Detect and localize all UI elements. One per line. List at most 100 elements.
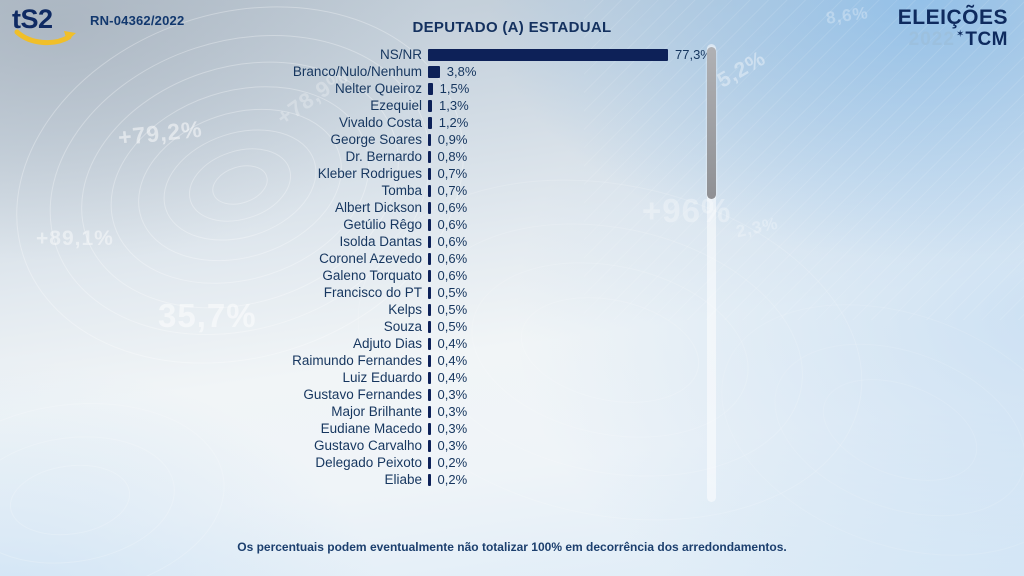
rounding-footnote: Os percentuais podem eventualmente não t… xyxy=(237,540,787,554)
chart-row: Francisco do PT 0,5% xyxy=(0,284,1024,301)
chart-row: Coronel Azevedo 0,6% xyxy=(0,250,1024,267)
chart-row: Eliabe 0,2% xyxy=(0,471,1024,488)
bar xyxy=(428,320,431,333)
value-label: 0,9% xyxy=(437,132,468,147)
bar xyxy=(428,269,431,282)
candidate-label: Isolda Dantas xyxy=(339,234,422,249)
candidate-label: Luiz Eduardo xyxy=(342,370,422,385)
candidate-label: Delegado Peixoto xyxy=(315,455,422,470)
page-title: DEPUTADO (A) ESTADUAL xyxy=(412,19,612,36)
chart-row: Isolda Dantas 0,6% xyxy=(0,233,1024,250)
value-label: 0,6% xyxy=(437,268,468,283)
chart-row: Kelps 0,5% xyxy=(0,301,1024,318)
candidate-label: Eliabe xyxy=(384,472,422,487)
candidate-label: Eudiane Macedo xyxy=(320,421,422,436)
chart-row: Ezequiel 1,3% xyxy=(0,97,1024,114)
brand-year-org: 2022✶TCM xyxy=(898,29,1008,50)
bar xyxy=(428,218,431,231)
candidate-label: Adjuto Dias xyxy=(352,336,422,351)
value-label: 0,6% xyxy=(437,217,468,232)
candidate-label: George Soares xyxy=(330,132,422,147)
results-bar-chart: NS/NR 77,3% Branco/Nulo/Nenhum 3,8% Nelter Q… xyxy=(0,46,1024,488)
chart-row: Getúlio Rêgo 0,6% xyxy=(0,216,1024,233)
value-label: 0,7% xyxy=(437,166,468,181)
chart-row: NS/NR 77,3% xyxy=(0,46,1024,63)
bar xyxy=(428,405,431,418)
chart-row: Souza 0,5% xyxy=(0,318,1024,335)
value-label: 77,3% xyxy=(675,47,712,62)
value-label: 0,4% xyxy=(437,353,468,368)
candidate-label: Galeno Torquato xyxy=(322,268,422,283)
value-label: 0,5% xyxy=(437,319,468,334)
bar xyxy=(428,286,431,299)
candidate-label: Getúlio Rêgo xyxy=(343,217,422,232)
candidate-label: Ezequiel xyxy=(370,98,422,113)
value-label: 0,3% xyxy=(437,421,468,436)
chart-row: Adjuto Dias 0,4% xyxy=(0,335,1024,352)
candidate-label: Souza xyxy=(383,319,422,334)
bar xyxy=(428,82,433,95)
candidate-label: Kelps xyxy=(388,302,422,317)
value-label: 0,2% xyxy=(437,472,468,487)
value-label: 0,8% xyxy=(437,149,468,164)
bar xyxy=(428,303,431,316)
candidate-label: Vivaldo Costa xyxy=(338,115,422,130)
candidate-label: Gustavo Fernandes xyxy=(303,387,422,402)
bar xyxy=(428,167,431,180)
bar xyxy=(428,371,431,384)
value-label: 0,3% xyxy=(437,438,468,453)
bar xyxy=(428,150,431,163)
ts2-logo-text: tS2 xyxy=(12,4,53,34)
ts2-station-logo: tS2 xyxy=(12,4,78,46)
candidate-label: Francisco do PT xyxy=(323,285,422,300)
chart-row: Delegado Peixoto 0,2% xyxy=(0,454,1024,471)
chart-row: Gustavo Fernandes 0,3% xyxy=(0,386,1024,403)
value-label: 0,7% xyxy=(437,183,468,198)
star-icon: ✶ xyxy=(955,29,965,40)
chart-row: Gustavo Carvalho 0,3% xyxy=(0,437,1024,454)
bar xyxy=(428,65,440,78)
eleicoes-tcm-logo: ELEIÇÕES 2022✶TCM xyxy=(898,7,1008,49)
chart-row: Dr. Bernardo 0,8% xyxy=(0,148,1024,165)
value-label: 0,6% xyxy=(437,200,468,215)
bar xyxy=(428,388,431,401)
bar xyxy=(428,354,431,367)
chart-row: Tomba 0,7% xyxy=(0,182,1024,199)
value-label: 0,4% xyxy=(437,336,468,351)
candidate-label: Branco/Nulo/Nenhum xyxy=(292,64,422,79)
chart-row: Branco/Nulo/Nenhum 3,8% xyxy=(0,63,1024,80)
value-label: 0,2% xyxy=(437,455,468,470)
candidate-label: Coronel Azevedo xyxy=(319,251,422,266)
chart-row: Nelter Queiroz 1,5% xyxy=(0,80,1024,97)
scrollbar-thumb[interactable] xyxy=(707,47,716,199)
bar xyxy=(428,422,431,435)
chart-row: Kleber Rodrigues 0,7% xyxy=(0,165,1024,182)
chart-rows: NS/NR 77,3% Branco/Nulo/Nenhum 3,8% Nelter Q… xyxy=(0,46,1024,488)
ts2-logo-swoosh-icon xyxy=(14,29,76,46)
candidate-label: Tomba xyxy=(381,183,422,198)
chart-row: Major Brilhante 0,3% xyxy=(0,403,1024,420)
bar xyxy=(428,116,432,129)
candidate-label: Gustavo Carvalho xyxy=(313,438,422,453)
brand-year: 2022 xyxy=(908,29,955,50)
bar xyxy=(428,337,431,350)
registry-number: RN-04362/2022 xyxy=(90,13,185,28)
value-label: 1,2% xyxy=(438,115,469,130)
candidate-label: Albert Dickson xyxy=(334,200,422,215)
candidate-label: Dr. Bernardo xyxy=(345,149,422,164)
bar xyxy=(428,133,431,146)
value-label: 1,3% xyxy=(439,98,469,113)
chart-row: Vivaldo Costa 1,2% xyxy=(0,114,1024,131)
bar xyxy=(428,99,433,112)
scrollbar-track[interactable] xyxy=(707,44,716,502)
value-label: 0,5% xyxy=(437,302,468,317)
bar xyxy=(428,252,431,265)
bar xyxy=(428,456,431,469)
value-label: 0,6% xyxy=(437,234,468,249)
candidate-label: Major Brilhante xyxy=(331,404,422,419)
chart-row: Raimundo Fernandes 0,4% xyxy=(0,352,1024,369)
bar xyxy=(428,48,668,61)
candidate-label: Raimundo Fernandes xyxy=(292,353,422,368)
chart-row: Luiz Eduardo 0,4% xyxy=(0,369,1024,386)
bar xyxy=(428,439,431,452)
